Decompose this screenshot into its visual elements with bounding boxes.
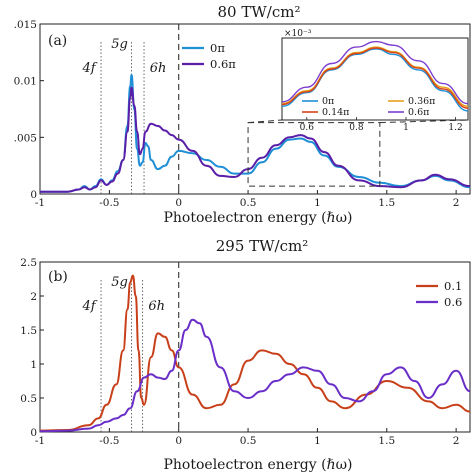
zoom-region: [247, 122, 381, 187]
x-tick-label: -0.5: [99, 435, 119, 447]
inset-x-tick-label: 0.8: [349, 123, 364, 133]
panel-b-legend: 0.10.6: [416, 279, 462, 309]
x-tick-label: 2: [453, 435, 460, 447]
x-tick-label: 0: [175, 197, 182, 209]
x-tick-label: 0.5: [240, 435, 257, 447]
panel-a-series: [40, 74, 471, 193]
x-tick-label: -1: [35, 197, 45, 209]
orbital-label: 5g: [111, 275, 128, 290]
panel-a-frame: [39, 23, 471, 195]
inset-series-line-4: [281, 40, 469, 105]
panel-b: 295 TW/cm² (b) Photoelectron energy (ℏω)…: [20, 237, 471, 473]
inset-scale-label: ×10⁻³: [284, 29, 312, 39]
panel-a-xlabel: Photoelectron energy (ℏω): [164, 210, 353, 226]
panel-a-ticks: -1 -0.5 0 0.5 1 1.5 2 0 .005 0.01 .015: [14, 19, 460, 209]
y-tick-label: 0.01: [14, 76, 37, 88]
y-tick-label: 0: [30, 189, 37, 201]
y-tick-label: 1.5: [20, 325, 37, 337]
inset-x-tick-label: 0.6: [300, 123, 315, 133]
panel-a-legend: 0π 0.6π: [182, 41, 236, 71]
inset-frame: [281, 37, 469, 121]
legend-label: 0π: [210, 41, 225, 55]
y-tick-label: 0.5: [20, 393, 37, 405]
orbital-label: 4f: [81, 299, 97, 314]
zoom-connector: [248, 119, 283, 124]
legend-label: 0.6π: [210, 57, 236, 71]
inset-x-tick-label: 1: [403, 123, 409, 133]
panel-a: 80 TW/cm² (a) Photoelectron energy (ℏω) …: [14, 3, 471, 226]
panel-b-ticks: -1 -0.5 0 0.5 1 1.5 2 0 0.5 1 1.5 2 2.5: [20, 257, 459, 447]
inset-legend-label: 0.6π: [408, 107, 429, 118]
orbital-label: 5g: [111, 37, 128, 52]
legend-label: 0.1: [444, 279, 462, 293]
y-tick-label: .005: [14, 132, 37, 144]
panel-a-inset: ×10⁻³ 0.6 0.8 1 1.2 0π 0.36π 0.14π 0.6π: [247, 29, 469, 187]
x-tick-label: 1: [314, 197, 321, 209]
legend-label: 0.6: [444, 295, 462, 309]
panel-a-guides: 4f 5g 6h: [81, 24, 180, 194]
panel-b-guides: 4f 5g 6h: [81, 262, 180, 432]
x-tick-label: 0: [175, 435, 182, 447]
inset-legend-label: 0π: [322, 96, 334, 107]
panel-b-title: 295 TW/cm²: [216, 237, 309, 255]
x-tick-label: -0.5: [99, 197, 119, 209]
series-line-1: [39, 274, 471, 432]
x-tick-label: -1: [35, 435, 45, 447]
y-tick-label: 0: [30, 427, 37, 439]
y-tick-label: 1: [30, 359, 37, 371]
inset-x-tick-label: 1.2: [448, 123, 462, 133]
panel-a-title: 80 TW/cm²: [218, 3, 301, 21]
x-tick-label: 1.5: [378, 435, 395, 447]
panel-b-series: [39, 274, 471, 433]
series-line-2: [40, 86, 471, 193]
y-tick-label: .015: [14, 19, 37, 31]
x-tick-label: 2: [453, 197, 460, 209]
y-tick-label: 2.5: [20, 257, 37, 269]
orbital-label: 6h: [150, 61, 167, 76]
x-tick-label: 0.5: [240, 197, 257, 209]
inset-legend-label: 0.14π: [322, 107, 349, 118]
x-tick-label: 1: [314, 435, 321, 447]
panel-b-xlabel: Photoelectron energy (ℏω): [164, 457, 353, 473]
series-line-2: [39, 318, 471, 433]
y-tick-label: 2: [30, 291, 37, 303]
orbital-label: 6h: [148, 299, 165, 314]
inset-series-line-3: [281, 47, 469, 109]
panel-b-frame: [39, 261, 471, 433]
inset-legend-label: 0.36π: [408, 96, 435, 107]
panel-a-label: (a): [48, 33, 67, 49]
orbital-label: 4f: [81, 61, 97, 76]
panel-b-label: (b): [48, 269, 68, 285]
x-tick-label: 1.5: [378, 197, 395, 209]
